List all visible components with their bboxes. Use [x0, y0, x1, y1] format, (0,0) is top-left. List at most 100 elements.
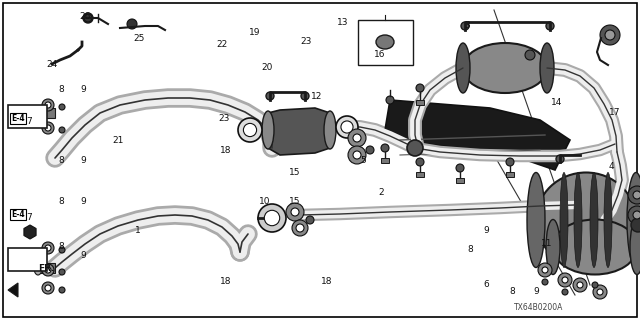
Circle shape [243, 124, 257, 137]
Circle shape [83, 13, 93, 23]
Circle shape [542, 267, 548, 273]
Circle shape [348, 129, 366, 147]
Circle shape [45, 102, 51, 108]
Text: 7: 7 [26, 213, 31, 222]
Text: 17: 17 [609, 108, 620, 116]
Circle shape [84, 14, 92, 22]
Polygon shape [8, 283, 18, 297]
Circle shape [542, 279, 548, 285]
Bar [416, 172, 424, 177]
Circle shape [301, 92, 309, 100]
Text: 22: 22 [216, 40, 228, 49]
Ellipse shape [527, 172, 545, 268]
Circle shape [42, 282, 54, 294]
Text: 8: 8 [58, 85, 63, 94]
Polygon shape [24, 225, 36, 239]
Text: 11: 11 [541, 239, 553, 248]
Circle shape [538, 263, 552, 277]
Ellipse shape [376, 35, 394, 49]
Bar [358, 20, 413, 65]
Circle shape [366, 146, 374, 154]
Text: 8: 8 [468, 245, 473, 254]
Circle shape [353, 134, 361, 142]
FancyBboxPatch shape [8, 105, 47, 127]
Circle shape [341, 121, 353, 133]
Polygon shape [38, 263, 55, 273]
Text: 9: 9 [81, 252, 86, 260]
Text: 21: 21 [113, 136, 124, 145]
Text: 16: 16 [374, 50, 385, 59]
Circle shape [562, 289, 568, 295]
Circle shape [127, 19, 137, 29]
Text: 9: 9 [534, 287, 539, 296]
Circle shape [605, 30, 615, 40]
Circle shape [286, 203, 304, 221]
Text: 13: 13 [337, 18, 348, 27]
Text: 7: 7 [26, 117, 31, 126]
Circle shape [556, 155, 564, 163]
Text: 4: 4 [609, 162, 614, 171]
Ellipse shape [34, 106, 42, 120]
Circle shape [306, 216, 314, 224]
Circle shape [45, 285, 51, 291]
Text: 12: 12 [311, 92, 323, 100]
Text: 8: 8 [58, 156, 63, 164]
Circle shape [296, 224, 304, 232]
Circle shape [416, 158, 424, 166]
Circle shape [597, 289, 603, 295]
Bar [506, 172, 514, 177]
Circle shape [292, 220, 308, 236]
Circle shape [59, 127, 65, 133]
Ellipse shape [560, 172, 568, 268]
Circle shape [628, 186, 640, 204]
Circle shape [525, 50, 535, 60]
Circle shape [592, 282, 598, 288]
Circle shape [353, 151, 361, 159]
Circle shape [45, 125, 51, 131]
Circle shape [600, 25, 620, 45]
Text: 23: 23 [218, 114, 230, 123]
Ellipse shape [536, 172, 636, 268]
Text: 8: 8 [509, 287, 515, 296]
Ellipse shape [574, 172, 582, 268]
Bar [381, 158, 389, 163]
Circle shape [45, 245, 51, 251]
Circle shape [416, 84, 424, 92]
Circle shape [59, 104, 65, 110]
Ellipse shape [34, 261, 42, 275]
Text: 10: 10 [259, 197, 270, 206]
Circle shape [593, 285, 607, 299]
Circle shape [407, 140, 423, 156]
Text: 3: 3 [465, 21, 470, 30]
Circle shape [59, 247, 65, 253]
Circle shape [42, 242, 54, 254]
Text: TX64B0200A: TX64B0200A [514, 303, 563, 312]
FancyBboxPatch shape [8, 247, 47, 270]
Circle shape [461, 22, 469, 30]
Circle shape [42, 264, 54, 276]
Ellipse shape [262, 111, 274, 149]
Text: 15: 15 [289, 197, 300, 206]
Text: 26: 26 [79, 12, 91, 20]
Ellipse shape [552, 220, 637, 275]
Circle shape [381, 144, 389, 152]
Text: 9: 9 [484, 226, 489, 235]
Ellipse shape [546, 220, 560, 275]
Text: 5: 5 [361, 156, 366, 164]
Circle shape [42, 122, 54, 134]
Circle shape [527, 52, 533, 58]
Circle shape [506, 158, 514, 166]
Polygon shape [385, 100, 570, 170]
Polygon shape [38, 108, 55, 118]
Circle shape [573, 278, 587, 292]
Circle shape [562, 277, 568, 283]
Circle shape [336, 116, 358, 138]
Bar [456, 178, 464, 183]
Text: 25: 25 [134, 34, 145, 43]
Ellipse shape [540, 43, 554, 93]
Ellipse shape [627, 172, 640, 268]
Circle shape [238, 118, 262, 142]
Bar [416, 100, 424, 105]
Text: 8: 8 [58, 197, 63, 206]
Circle shape [633, 211, 640, 219]
